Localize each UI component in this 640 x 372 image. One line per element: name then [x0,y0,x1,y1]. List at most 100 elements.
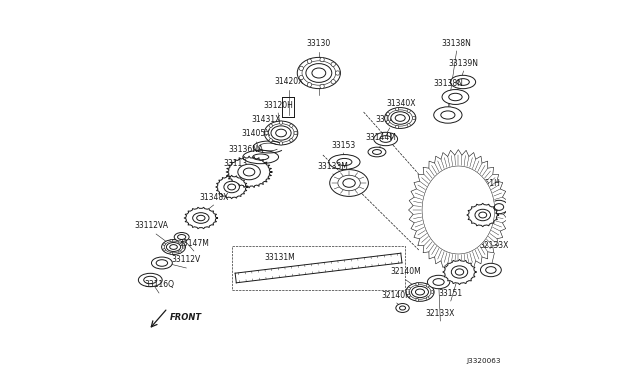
Circle shape [426,297,429,300]
Ellipse shape [412,286,428,298]
Ellipse shape [264,121,298,145]
Circle shape [320,57,324,62]
Ellipse shape [238,164,260,180]
Text: 33131M: 33131M [264,253,294,263]
Circle shape [335,71,340,75]
Circle shape [407,124,410,126]
Ellipse shape [243,150,278,164]
Circle shape [290,139,293,142]
Circle shape [290,124,293,127]
Text: 32140H: 32140H [382,291,412,299]
Circle shape [299,76,303,80]
Circle shape [307,83,312,87]
Polygon shape [184,207,218,229]
Circle shape [416,283,419,286]
Text: 33136NA: 33136NA [228,144,264,154]
Circle shape [387,121,390,124]
Circle shape [396,108,399,111]
Circle shape [431,291,434,294]
Circle shape [299,66,303,71]
Ellipse shape [442,90,469,105]
Ellipse shape [368,147,386,157]
Circle shape [179,251,181,253]
Text: 33151H: 33151H [470,180,500,189]
Ellipse shape [451,75,476,89]
Circle shape [179,241,181,243]
Circle shape [280,142,283,145]
Text: 33113: 33113 [223,158,248,167]
Polygon shape [226,156,272,188]
Ellipse shape [385,108,416,128]
Text: 33153: 33153 [331,141,355,150]
Circle shape [412,116,415,119]
Text: 33120H: 33120H [263,100,293,109]
Text: 33138N: 33138N [442,38,472,48]
Circle shape [331,62,335,67]
Text: 33116Q: 33116Q [144,280,174,289]
Polygon shape [408,150,508,270]
Ellipse shape [224,181,239,193]
Ellipse shape [166,243,180,251]
Ellipse shape [152,257,172,269]
Text: 33147M: 33147M [179,238,209,247]
Ellipse shape [428,275,450,289]
Circle shape [163,248,165,251]
Text: 33144F: 33144F [376,115,404,125]
Ellipse shape [475,209,490,221]
Text: 33144M: 33144M [365,134,396,142]
Text: 31431X: 31431X [252,115,281,125]
Text: 33130: 33130 [307,39,331,48]
Ellipse shape [329,154,360,169]
Bar [282,97,294,117]
Text: J3320063: J3320063 [466,358,500,364]
Ellipse shape [396,304,409,312]
Circle shape [320,84,324,89]
Ellipse shape [174,232,189,241]
Ellipse shape [391,112,410,124]
Ellipse shape [162,240,186,254]
Ellipse shape [451,266,468,278]
Polygon shape [422,166,495,254]
Circle shape [331,80,335,84]
Text: 32140M: 32140M [390,267,421,276]
Circle shape [408,287,410,290]
Circle shape [408,294,410,297]
Ellipse shape [271,126,291,140]
Circle shape [407,109,410,112]
Text: 31348X: 31348X [199,192,228,202]
Ellipse shape [481,263,501,277]
Circle shape [170,240,172,242]
Circle shape [269,124,273,127]
Text: FRONT: FRONT [170,312,202,321]
Polygon shape [216,175,248,199]
Ellipse shape [490,200,508,214]
Circle shape [170,252,172,254]
Text: 31420X: 31420X [275,77,304,87]
Ellipse shape [330,170,369,196]
Text: 31405X: 31405X [242,129,271,138]
Ellipse shape [306,64,332,82]
Text: 33133M: 33133M [317,161,348,170]
Circle shape [269,139,273,142]
Circle shape [265,131,268,135]
Text: 33112V: 33112V [172,256,201,264]
Ellipse shape [138,273,162,287]
Circle shape [396,125,399,128]
Polygon shape [443,260,476,285]
Circle shape [416,298,419,301]
Ellipse shape [193,213,209,223]
Text: 33151: 33151 [438,289,463,298]
Circle shape [280,121,283,124]
Text: 32133X: 32133X [426,308,455,317]
Ellipse shape [343,179,355,187]
Text: 33112VA: 33112VA [134,221,168,231]
Circle shape [387,112,390,116]
Circle shape [182,246,185,248]
Text: 33138N: 33138N [433,80,463,89]
Circle shape [294,131,298,135]
Text: 32133X: 32133X [480,241,509,250]
Text: 31340X: 31340X [387,99,416,108]
Ellipse shape [297,57,340,89]
Polygon shape [467,203,499,227]
Circle shape [307,59,312,63]
